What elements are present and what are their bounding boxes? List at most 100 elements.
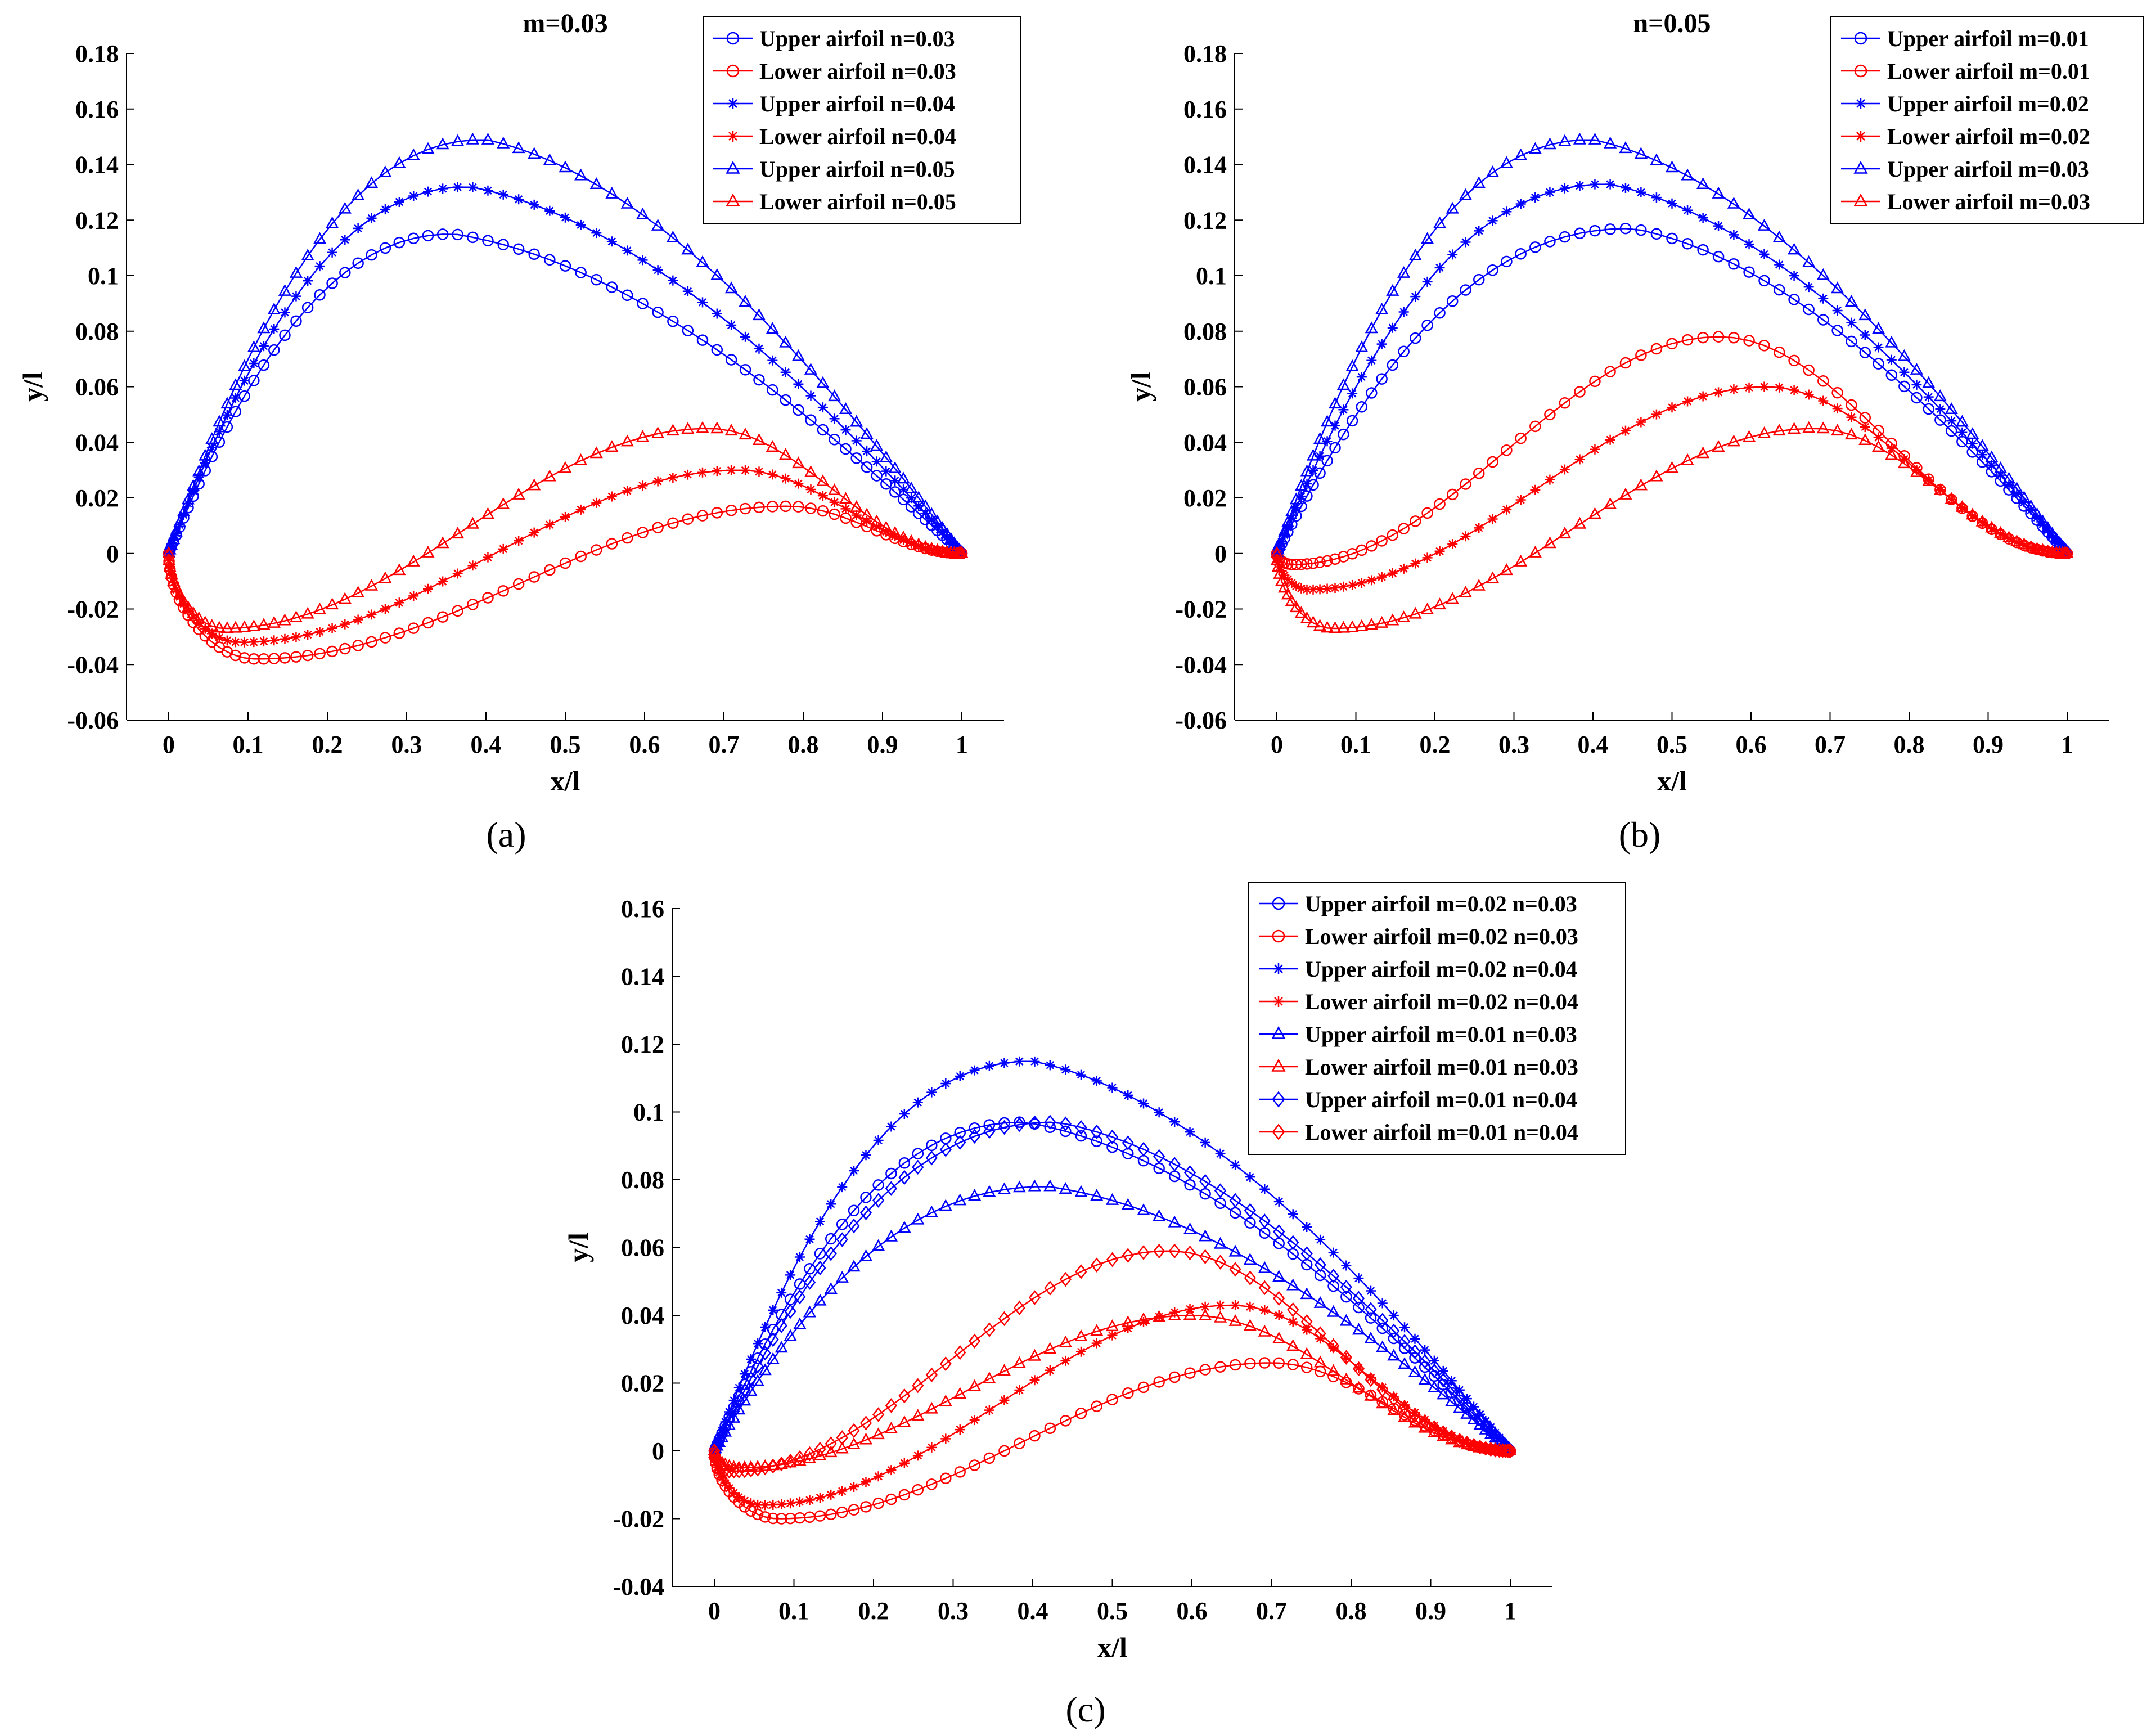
data-point: [724, 1483, 735, 1494]
data-point: [1259, 1184, 1270, 1194]
legend-marker: [726, 193, 740, 206]
data-point: [817, 424, 829, 436]
legend: Upper airfoil n=0.03 Lower airfoil n=0.03…: [703, 16, 1021, 224]
data-point: [249, 637, 259, 648]
data-point: [268, 653, 280, 664]
data-point: [2010, 534, 2023, 546]
legend-entry: Upper airfoil m=0.01 n=0.03: [1305, 1022, 1577, 1047]
data-point: [528, 248, 540, 260]
data-point: [1408, 1344, 1421, 1359]
data-point: [301, 606, 314, 619]
data-point: [898, 1221, 911, 1233]
data-point: [1559, 464, 1570, 475]
data-point: [1666, 232, 1678, 245]
data-point: [1168, 1157, 1181, 1172]
data-point: [904, 534, 918, 546]
data-point: [1817, 314, 1829, 326]
legend-marker: [726, 32, 740, 45]
data-point: [528, 478, 541, 491]
data-point: [791, 456, 805, 469]
data-point: [1075, 1408, 1087, 1419]
data-point: [1429, 1355, 1439, 1366]
data-point: [1183, 1165, 1196, 1180]
data-point: [1322, 436, 1333, 447]
legend: Upper airfoil m=0.01 Lower airfoil m=0.01…: [1830, 16, 2144, 224]
series-line: [713, 1250, 1510, 1472]
data-point: [353, 223, 363, 233]
data-point: [1543, 536, 1556, 549]
data-point: [543, 153, 556, 165]
data-point: [715, 1427, 728, 1442]
data-point: [1398, 1334, 1411, 1349]
data-point: [984, 1060, 994, 1071]
data-point: [1302, 1324, 1312, 1335]
data-point: [1588, 132, 1602, 145]
data-point: [591, 544, 602, 556]
data-point: [1503, 1443, 1515, 1459]
legend-marker: [1855, 131, 1866, 142]
data-point: [813, 1448, 827, 1460]
data-point: [171, 585, 182, 595]
data-point: [206, 442, 217, 453]
data-point: [739, 1463, 751, 1478]
data-point: [1282, 574, 1293, 585]
data-point: [1977, 518, 1988, 528]
y-tick-label: -0.02: [613, 1505, 664, 1533]
data-point: [885, 1181, 898, 1196]
data-point: [751, 1359, 764, 1374]
data-point: [827, 483, 841, 496]
data-point: [637, 527, 649, 538]
data-point: [714, 1467, 724, 1478]
data-point: [230, 637, 241, 648]
legend-marker: [1272, 929, 1285, 943]
data-point: [544, 205, 555, 216]
data-point: [2036, 514, 2050, 527]
data-point: [862, 446, 872, 457]
data-point: [912, 1484, 924, 1496]
data-point: [1789, 270, 1799, 281]
data-point: [1245, 1172, 1255, 1183]
data-point: [279, 652, 291, 664]
data-point: [1291, 581, 1302, 591]
data-point: [438, 183, 448, 194]
data-point: [804, 362, 818, 375]
data-point: [1154, 1107, 1164, 1118]
data-point: [1388, 1323, 1400, 1339]
data-point: [1397, 266, 1411, 278]
data-point: [1994, 461, 2008, 473]
data-point: [340, 235, 350, 245]
data-point: [1074, 1185, 1088, 1197]
data-point: [794, 1496, 805, 1507]
data-point: [745, 1354, 756, 1364]
data-point: [605, 440, 619, 452]
legend-entry: Lower airfoil m=0.02: [1887, 124, 2090, 149]
data-point: [177, 594, 191, 606]
data-point: [1858, 433, 1872, 445]
series-lower-circle: [708, 1357, 1516, 1525]
data-point: [1313, 619, 1327, 631]
data-point: [1975, 439, 1989, 451]
data-point: [1365, 1312, 1377, 1324]
y-tick-label: 0.04: [1183, 429, 1227, 456]
data-point: [220, 621, 234, 633]
data-point: [1773, 346, 1785, 358]
data-point: [913, 501, 924, 511]
data-point: [814, 1441, 826, 1457]
data-point: [1420, 1345, 1430, 1355]
data-point: [167, 574, 181, 586]
data-point: [920, 508, 931, 519]
data-point: [1408, 1415, 1422, 1428]
data-point: [814, 1260, 826, 1276]
data-point: [1410, 1408, 1420, 1418]
y-tick-label: 0.02: [1183, 484, 1227, 512]
data-point: [379, 165, 392, 178]
data-point: [1321, 415, 1334, 427]
data-point: [268, 344, 280, 356]
data-point: [1338, 404, 1349, 415]
data-point: [544, 564, 556, 576]
data-point: [724, 424, 738, 436]
data-point: [1514, 554, 1528, 567]
data-point: [997, 1364, 1011, 1376]
data-point: [1665, 160, 1679, 173]
data-point: [1438, 1365, 1448, 1376]
